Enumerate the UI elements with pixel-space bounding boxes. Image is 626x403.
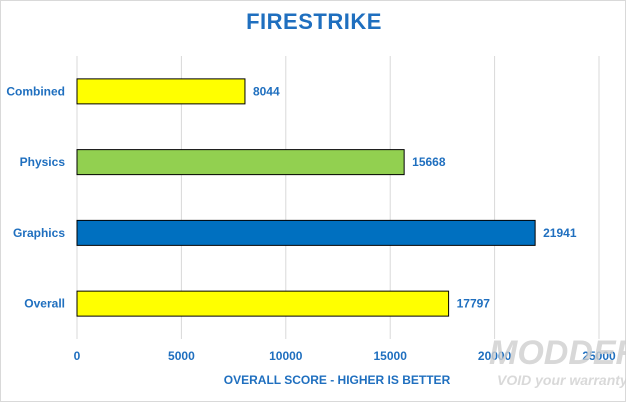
watermark-tagline: VOID your warranty	[497, 372, 626, 388]
watermark-logo: MODDERS	[489, 334, 626, 372]
bar-combined	[76, 78, 246, 105]
bar-physics	[76, 149, 405, 176]
x-tick-label: 15000	[374, 349, 408, 363]
x-axis-label: OVERALL SCORE - HIGHER IS BETTER	[224, 373, 451, 387]
data-label: 15668	[412, 155, 446, 169]
category-label: Overall	[24, 297, 65, 311]
x-tick-label: 0	[74, 349, 81, 363]
data-label: 17797	[457, 297, 491, 311]
x-tick-label: 20000	[478, 349, 512, 363]
bar-overall	[76, 290, 450, 317]
x-tick-label: 10000	[269, 349, 303, 363]
category-label: Graphics	[13, 226, 65, 240]
x-tick-label: 25000	[582, 349, 616, 363]
x-tick-label: 5000	[168, 349, 195, 363]
category-label: Physics	[20, 155, 66, 169]
category-label: Combined	[6, 84, 65, 98]
data-label: 8044	[253, 84, 280, 98]
bar-graphics	[76, 219, 536, 246]
chart-title: FIRESTRIKE	[246, 9, 382, 34]
data-label: 21941	[543, 226, 577, 240]
